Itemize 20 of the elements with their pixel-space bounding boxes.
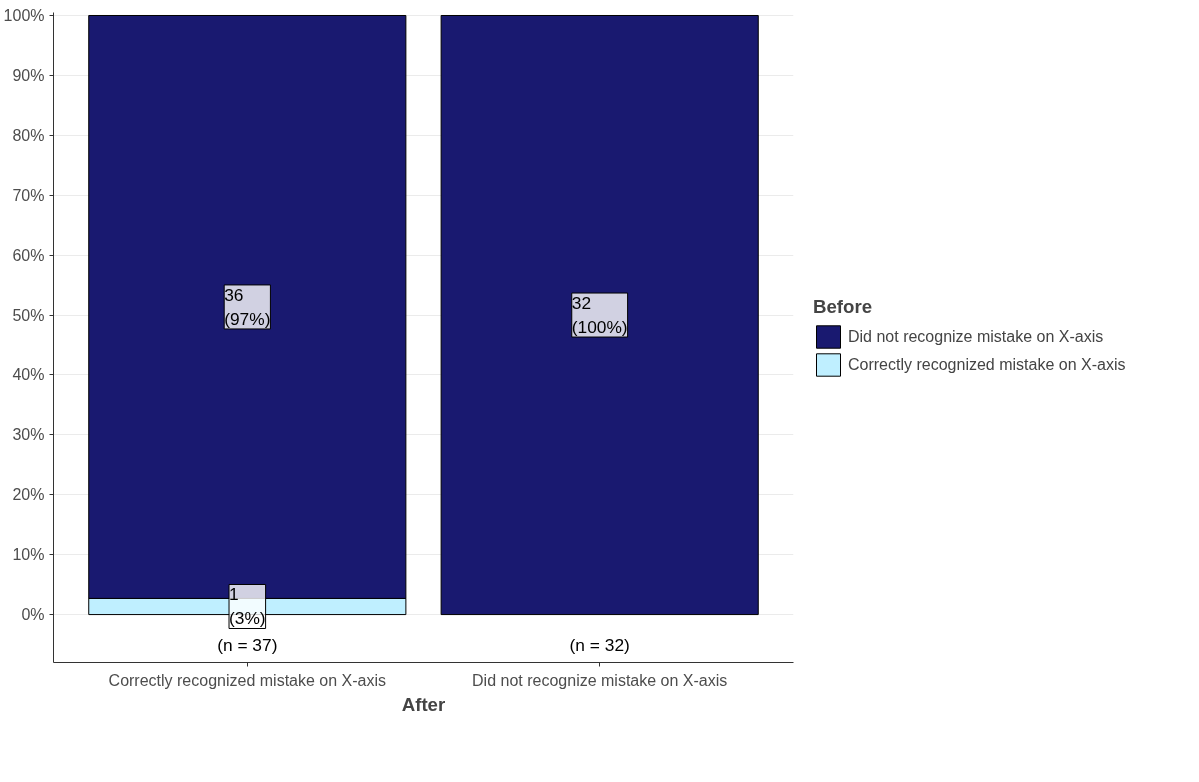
data-label: 36 (97%) bbox=[224, 284, 271, 329]
y-tick-label: 50% bbox=[12, 306, 45, 324]
data-label: 1 (3%) bbox=[229, 584, 266, 629]
y-tick-label: 20% bbox=[12, 486, 45, 504]
data-label: 32 (100%) bbox=[571, 293, 628, 338]
legend-label: Correctly recognized mistake on X-axis bbox=[848, 355, 1126, 374]
annotation: (n = 37) bbox=[217, 634, 278, 655]
y-tick-label: 10% bbox=[12, 546, 45, 564]
y-tick-label: 60% bbox=[12, 246, 45, 264]
y-tick-label: 40% bbox=[12, 366, 45, 384]
annotation: (n = 32) bbox=[569, 634, 630, 655]
legend-title: Before bbox=[813, 295, 874, 318]
y-tick-label: 0% bbox=[21, 606, 45, 624]
y-tick-label: 90% bbox=[12, 66, 45, 84]
legend-label: Did not recognize mistake on X-axis bbox=[848, 327, 1104, 346]
y-tick-label: 70% bbox=[12, 186, 45, 204]
y-tick-label: 80% bbox=[12, 126, 45, 144]
y-tick-label: 100% bbox=[3, 7, 45, 24]
x-axis-title: After bbox=[401, 693, 446, 715]
y-tick-label: 30% bbox=[12, 426, 45, 444]
